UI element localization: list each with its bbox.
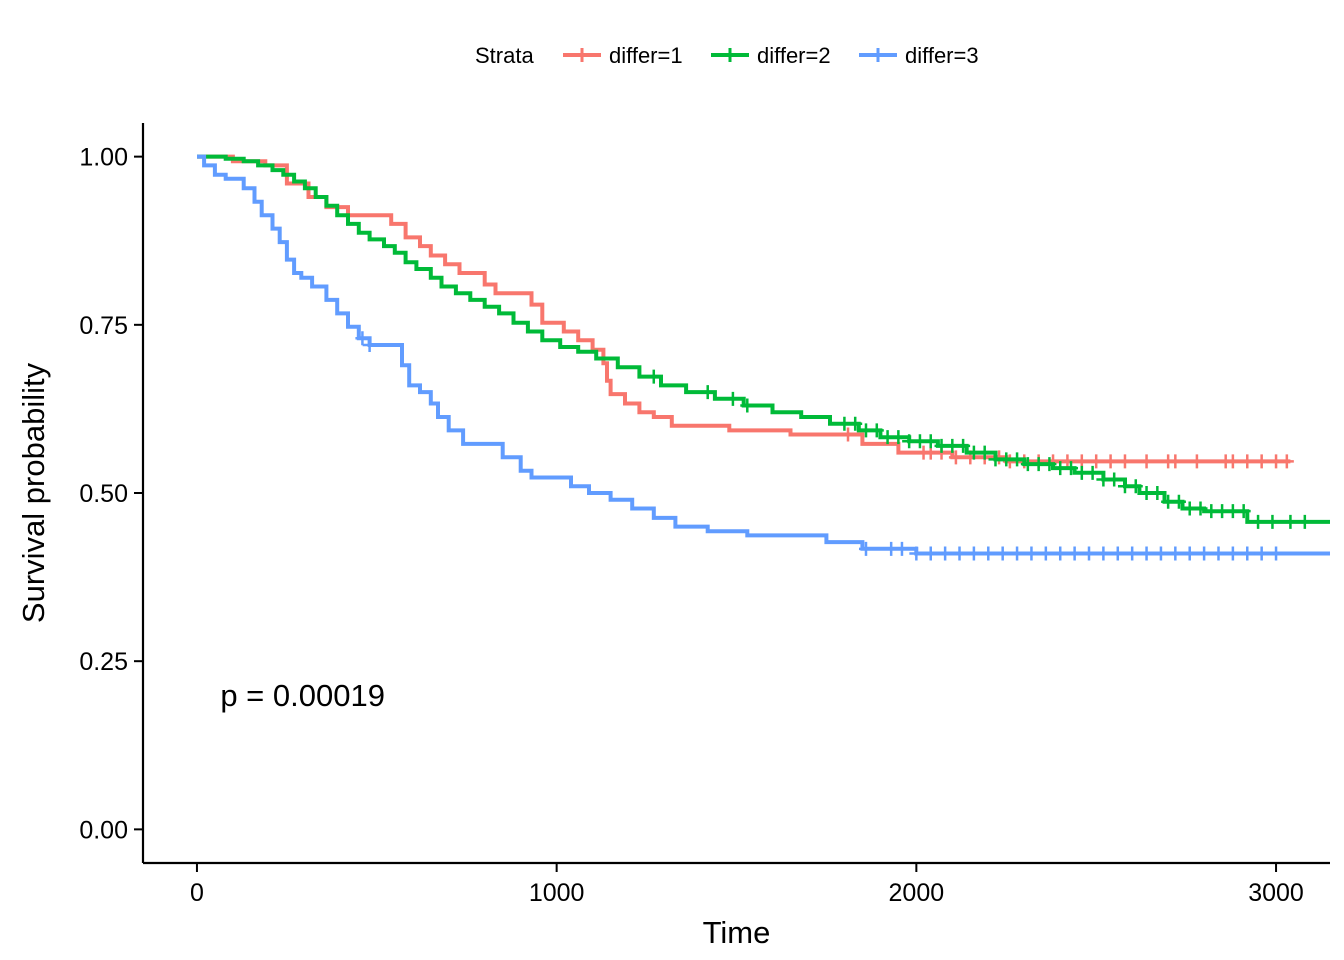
censor-mark bbox=[1024, 546, 1039, 561]
censor-mark bbox=[1153, 546, 1168, 561]
series-2 bbox=[197, 154, 1330, 529]
censor-mark bbox=[1010, 452, 1025, 467]
censor-mark bbox=[1193, 501, 1208, 516]
censor-mark bbox=[1283, 514, 1298, 529]
y-tick-label: 0.00 bbox=[79, 816, 128, 844]
p-value-annotation: p = 0.00019 bbox=[220, 678, 385, 713]
censor-mark bbox=[1125, 546, 1140, 561]
censor-mark bbox=[1189, 454, 1204, 469]
censor-mark bbox=[1103, 454, 1118, 469]
censor-mark bbox=[1240, 546, 1255, 561]
censor-mark bbox=[1096, 546, 1111, 561]
censor-mark bbox=[1182, 546, 1197, 561]
censor-mark bbox=[858, 541, 873, 556]
legend-label: differ=3 bbox=[905, 43, 979, 68]
censor-mark bbox=[1225, 546, 1240, 561]
y-tick-label: 0.75 bbox=[79, 312, 128, 340]
censor-mark bbox=[938, 546, 953, 561]
legend-item-1: differ=1 bbox=[563, 43, 683, 68]
legend: Strata differ=1 differ=2 differ=3 bbox=[475, 43, 979, 68]
censor-mark bbox=[894, 541, 909, 556]
censor-mark bbox=[1279, 454, 1294, 469]
censor-mark bbox=[1010, 546, 1025, 561]
censor-mark bbox=[1254, 546, 1269, 561]
censor-mark bbox=[848, 416, 863, 431]
censor-mark bbox=[1110, 546, 1125, 561]
censor-mark bbox=[841, 427, 856, 442]
censor-mark bbox=[1139, 454, 1154, 469]
legend-item-3: differ=3 bbox=[859, 43, 979, 68]
censor-mark bbox=[1089, 454, 1104, 469]
y-tick-label: 1.00 bbox=[79, 144, 128, 172]
censor-mark bbox=[740, 398, 755, 413]
x-tick-label: 1000 bbox=[529, 879, 585, 907]
x-tick-label: 0 bbox=[190, 879, 204, 907]
legend-title: Strata bbox=[475, 43, 534, 68]
censor-mark bbox=[1082, 546, 1096, 561]
censor-mark bbox=[1067, 546, 1082, 561]
series-line-3 bbox=[197, 154, 1330, 556]
x-tick-label: 2000 bbox=[889, 879, 945, 907]
censor-mark bbox=[1265, 514, 1280, 529]
x-tick-label: 3000 bbox=[1248, 879, 1304, 907]
censor-mark bbox=[1038, 546, 1053, 561]
censor-mark bbox=[1254, 454, 1269, 469]
censor-mark bbox=[1251, 514, 1266, 529]
censor-mark bbox=[1297, 514, 1312, 529]
censor-mark bbox=[948, 450, 963, 465]
censor-mark bbox=[725, 391, 740, 406]
censor-mark bbox=[1236, 504, 1251, 519]
censor-mark bbox=[1171, 494, 1186, 509]
censor-mark bbox=[1240, 454, 1255, 469]
censor-mark bbox=[1168, 546, 1183, 561]
legend-label: differ=2 bbox=[757, 43, 831, 68]
censor-mark bbox=[1107, 472, 1122, 487]
censor-mark bbox=[869, 423, 884, 438]
censor-mark bbox=[909, 546, 924, 561]
plot-area bbox=[197, 154, 1330, 561]
censor-mark bbox=[1139, 546, 1154, 561]
censor-mark bbox=[891, 430, 906, 445]
censor-mark bbox=[923, 434, 938, 449]
censor-mark bbox=[1128, 479, 1143, 494]
legend-label: differ=1 bbox=[609, 43, 683, 68]
series-1 bbox=[197, 154, 1294, 469]
censor-mark bbox=[952, 546, 967, 561]
censor-mark bbox=[956, 438, 971, 453]
censor-mark bbox=[362, 338, 377, 352]
legend-item-2: differ=2 bbox=[711, 43, 831, 68]
y-axis-title: Survival probability bbox=[16, 362, 51, 623]
axes: 0.00 0.25 0.50 0.75 1.00 0 1000 2000 3000 bbox=[79, 123, 1330, 907]
censor-mark bbox=[1085, 465, 1100, 480]
censor-mark bbox=[1211, 546, 1226, 561]
censor-mark bbox=[981, 546, 996, 561]
censor-mark bbox=[1053, 546, 1068, 561]
censor-mark bbox=[1117, 454, 1132, 469]
series-3 bbox=[197, 154, 1330, 561]
censor-mark bbox=[1150, 486, 1165, 500]
censor-mark bbox=[1042, 457, 1057, 472]
censor-mark bbox=[977, 445, 992, 460]
censor-mark bbox=[966, 546, 981, 561]
x-axis-title: Time bbox=[703, 915, 771, 950]
censor-mark bbox=[1225, 454, 1240, 469]
series-line-1 bbox=[197, 154, 1291, 464]
censor-mark bbox=[923, 546, 938, 561]
censor-mark bbox=[995, 546, 1010, 561]
censor-mark bbox=[646, 369, 661, 384]
y-tick-label: 0.25 bbox=[79, 648, 128, 676]
y-tick-label: 0.50 bbox=[79, 480, 128, 508]
censor-mark bbox=[1064, 461, 1079, 476]
censor-mark bbox=[1168, 454, 1183, 469]
censor-mark bbox=[355, 331, 370, 346]
censor-mark bbox=[700, 385, 715, 400]
censor-mark bbox=[1197, 546, 1212, 561]
censor-mark bbox=[1269, 546, 1284, 561]
